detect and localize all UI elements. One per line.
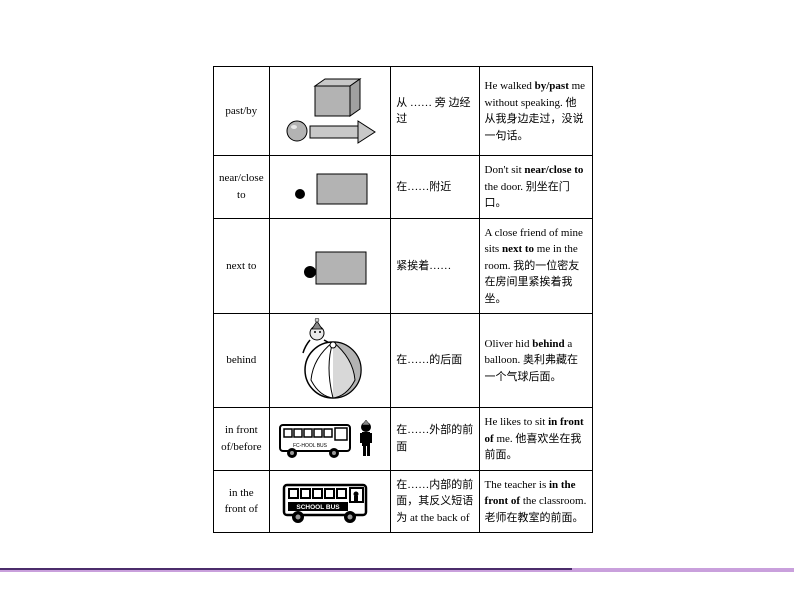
term-cell: past/by: [214, 67, 270, 156]
example-bold: next to: [502, 243, 534, 255]
illustration-cell: FC-HOOL BUS: [269, 408, 391, 471]
example-cell: He walked by/past me without speaking. 他…: [479, 67, 592, 156]
table-row: behind 在……的后面 Oliver hid behind a balloo…: [214, 314, 593, 408]
example-cell: The teacher is in the front of the class…: [479, 470, 592, 533]
chinese-cell: 在……内部的前面，其反义短语为 at the back of: [391, 470, 479, 533]
example-pre: Don't sit: [485, 164, 525, 176]
in-the-front-of-icon: SCHOOL BUS: [274, 477, 386, 525]
next-to-icon: [275, 242, 385, 290]
example-pre: The teacher is: [485, 479, 549, 491]
svg-text:SCHOOL BUS: SCHOOL BUS: [296, 504, 340, 511]
example-pre: Oliver hid: [485, 338, 533, 350]
term-cell: in the front of: [214, 470, 270, 533]
chinese-cell: 在……附近: [391, 156, 479, 219]
illustration-cell: SCHOOL BUS: [269, 470, 391, 533]
behind-icon: [275, 318, 385, 403]
illustration-cell: [269, 314, 391, 408]
preposition-table: past/by 从 …… 旁 边经过 He walked by/past me …: [213, 66, 593, 533]
chinese-cell: 在……的后面: [391, 314, 479, 408]
illustration-cell: [269, 67, 391, 156]
example-cell: He likes to sit in front of me. 他喜欢坐在我前面…: [479, 408, 592, 471]
illustration-cell: [269, 218, 391, 314]
term-cell: next to: [214, 218, 270, 314]
grammar-table-page: past/by 从 …… 旁 边经过 He walked by/past me …: [213, 66, 593, 533]
chinese-cell: 在……外部的前面: [391, 408, 479, 471]
table-row: past/by 从 …… 旁 边经过 He walked by/past me …: [214, 67, 593, 156]
example-bold: near/close to: [524, 164, 583, 176]
term-cell: behind: [214, 314, 270, 408]
example-pre: He likes to sit: [485, 416, 549, 428]
example-cell: Oliver hid behind a balloon. 奥利弗藏在一个气球后面…: [479, 314, 592, 408]
in-front-of-icon: FC-HOOL BUS: [274, 415, 386, 463]
term-cell: near/close to: [214, 156, 270, 219]
past-by-icon: [275, 71, 385, 151]
svg-text:FC-HOOL BUS: FC-HOOL BUS: [293, 443, 328, 449]
example-post: me. 他喜欢坐在我前面。: [485, 433, 582, 462]
table-row: near/close to 在……附近 Don't sit near/close…: [214, 156, 593, 219]
table-row: in the front of SCHOOL BUS 在……内部的前面，其反义短…: [214, 470, 593, 533]
example-bold: behind: [532, 338, 564, 350]
footer-divider: [0, 568, 794, 572]
term-cell: in front of/before: [214, 408, 270, 471]
example-cell: Don't sit near/close to the door. 别坐在门口。: [479, 156, 592, 219]
near-icon: [275, 164, 385, 209]
table-row: in front of/before FC-HOOL BUS 在……外部的前面 …: [214, 408, 593, 471]
example-bold: by/past: [535, 80, 569, 92]
example-cell: A close friend of mine sits next to me i…: [479, 218, 592, 314]
example-post: the door. 别坐在门口。: [485, 181, 570, 210]
chinese-cell: 从 …… 旁 边经过: [391, 67, 479, 156]
chinese-cell: 紧挨着……: [391, 218, 479, 314]
example-pre: He walked: [485, 80, 535, 92]
divider-light-segment: [0, 570, 794, 572]
illustration-cell: [269, 156, 391, 219]
table-row: next to 紧挨着…… A close friend of mine sit…: [214, 218, 593, 314]
